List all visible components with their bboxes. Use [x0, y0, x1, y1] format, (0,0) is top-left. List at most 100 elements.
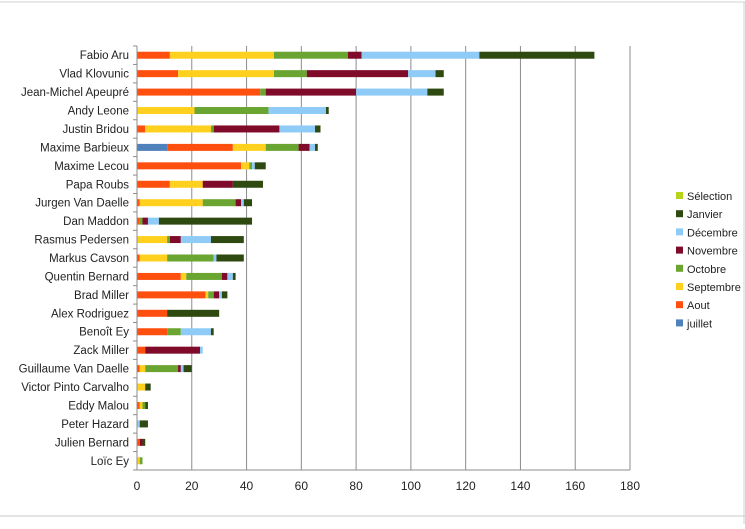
bar-segment	[227, 272, 233, 280]
legend-swatch	[676, 264, 683, 272]
category-label: Julien Bernard	[55, 437, 129, 449]
bar-segment	[479, 51, 595, 59]
bar-segment	[279, 125, 316, 133]
legend-label: juillet	[686, 318, 712, 330]
legend-label: Octobre	[687, 264, 726, 276]
bar-segment	[137, 365, 140, 373]
legend-swatch	[676, 246, 683, 254]
bar-segment	[180, 365, 184, 373]
bar-segment	[273, 70, 307, 78]
bar-segment	[137, 383, 146, 391]
legend-label: Septembre	[687, 282, 741, 294]
category-label: Jurgen Van Daelle	[35, 198, 129, 210]
bar-segment	[137, 70, 179, 78]
bar-segment	[139, 254, 168, 262]
bar-segment	[137, 420, 140, 428]
bar-segment	[260, 88, 266, 96]
bar-segment	[252, 162, 255, 170]
bars	[137, 51, 595, 465]
legend-swatch	[676, 210, 683, 218]
axes: 0 20 40 60 80 100 120 140 160 180 Fabio Aru Vlad Kl…	[19, 45, 640, 493]
category-label: Andy Leone	[68, 106, 129, 118]
bar-segment	[158, 217, 253, 225]
category-label: Fabio Aru	[80, 50, 129, 62]
bar-segment	[194, 107, 269, 115]
category-label: Victor Pinto Carvalho	[21, 382, 129, 394]
x-tick-label: 100	[401, 479, 421, 493]
legend-swatch	[676, 319, 683, 327]
bar-segment	[265, 88, 357, 96]
bar-segment	[145, 401, 148, 409]
bar-segment	[178, 70, 274, 78]
bar-segment	[139, 420, 148, 428]
bar-segment	[167, 236, 170, 244]
bar-segment	[137, 328, 168, 336]
bar-segment	[243, 199, 253, 207]
category-label: Maxime Barbieux	[40, 142, 129, 154]
bar-segment	[325, 107, 329, 115]
bar-segment	[356, 88, 428, 96]
bar-segment	[137, 291, 206, 299]
legend-label: Novembre	[687, 246, 738, 258]
bar-segment	[137, 199, 140, 207]
bar-segment	[202, 199, 236, 207]
legend-swatch	[676, 301, 683, 309]
bar-segment	[169, 236, 181, 244]
bar-segment	[139, 401, 143, 409]
bar-segment	[268, 107, 326, 115]
bar-segment	[315, 125, 321, 133]
bar-segment	[169, 51, 274, 59]
bar-segment	[265, 143, 299, 151]
bar-segment	[137, 272, 181, 280]
bar-segment	[167, 328, 181, 336]
bar-segment	[232, 272, 236, 280]
category-label: Zack Miller	[73, 345, 129, 357]
bar-segment	[435, 70, 444, 78]
bar-segment	[139, 365, 146, 373]
bar-segment	[241, 162, 250, 170]
category-label: Loïc Ey	[91, 456, 130, 468]
bar-segment	[202, 180, 233, 188]
legend-label: Aout	[687, 300, 710, 312]
bar-segment	[147, 217, 159, 225]
bar-segment	[167, 309, 220, 317]
bar-segment	[137, 401, 140, 409]
category-label: Peter Hazard	[61, 419, 129, 431]
bar-segment	[137, 309, 168, 317]
bar-segment	[221, 272, 228, 280]
bar-segment	[137, 254, 140, 262]
bar-segment	[347, 51, 362, 59]
legend-label: Sélection	[687, 191, 732, 203]
x-tick-label: 40	[240, 479, 254, 493]
legend-label: Décembre	[687, 227, 738, 239]
bar-segment	[139, 438, 143, 446]
bar-segment	[137, 125, 146, 133]
bar-segment	[273, 51, 348, 59]
legend-swatch	[676, 192, 683, 199]
bar-segment	[145, 365, 179, 373]
gridlines	[191, 46, 631, 470]
bar-segment	[315, 143, 318, 151]
legend-label: Janvier	[687, 209, 723, 221]
bar-segment	[210, 328, 214, 336]
category-label: Alex Rodriguez	[51, 308, 129, 320]
bar-segment	[137, 143, 168, 151]
bar-segment	[178, 365, 181, 373]
bar-segment	[361, 51, 480, 59]
bar-segment	[221, 291, 228, 299]
bar-segment	[309, 143, 316, 151]
bar-segment	[139, 199, 203, 207]
legend-swatch	[676, 283, 683, 290]
category-label: Vlad Klovunic	[59, 69, 129, 81]
category-label: Justin Bridou	[63, 124, 129, 136]
bar-segment	[137, 457, 140, 465]
bar-segment	[205, 291, 209, 299]
category-label: Jean-Michel Apeupré	[21, 87, 129, 99]
bar-segment	[142, 438, 146, 446]
bar-segment	[139, 457, 143, 465]
bar-segment	[219, 291, 222, 299]
bar-segment	[145, 383, 151, 391]
category-label: Markus Cavson	[49, 253, 129, 265]
